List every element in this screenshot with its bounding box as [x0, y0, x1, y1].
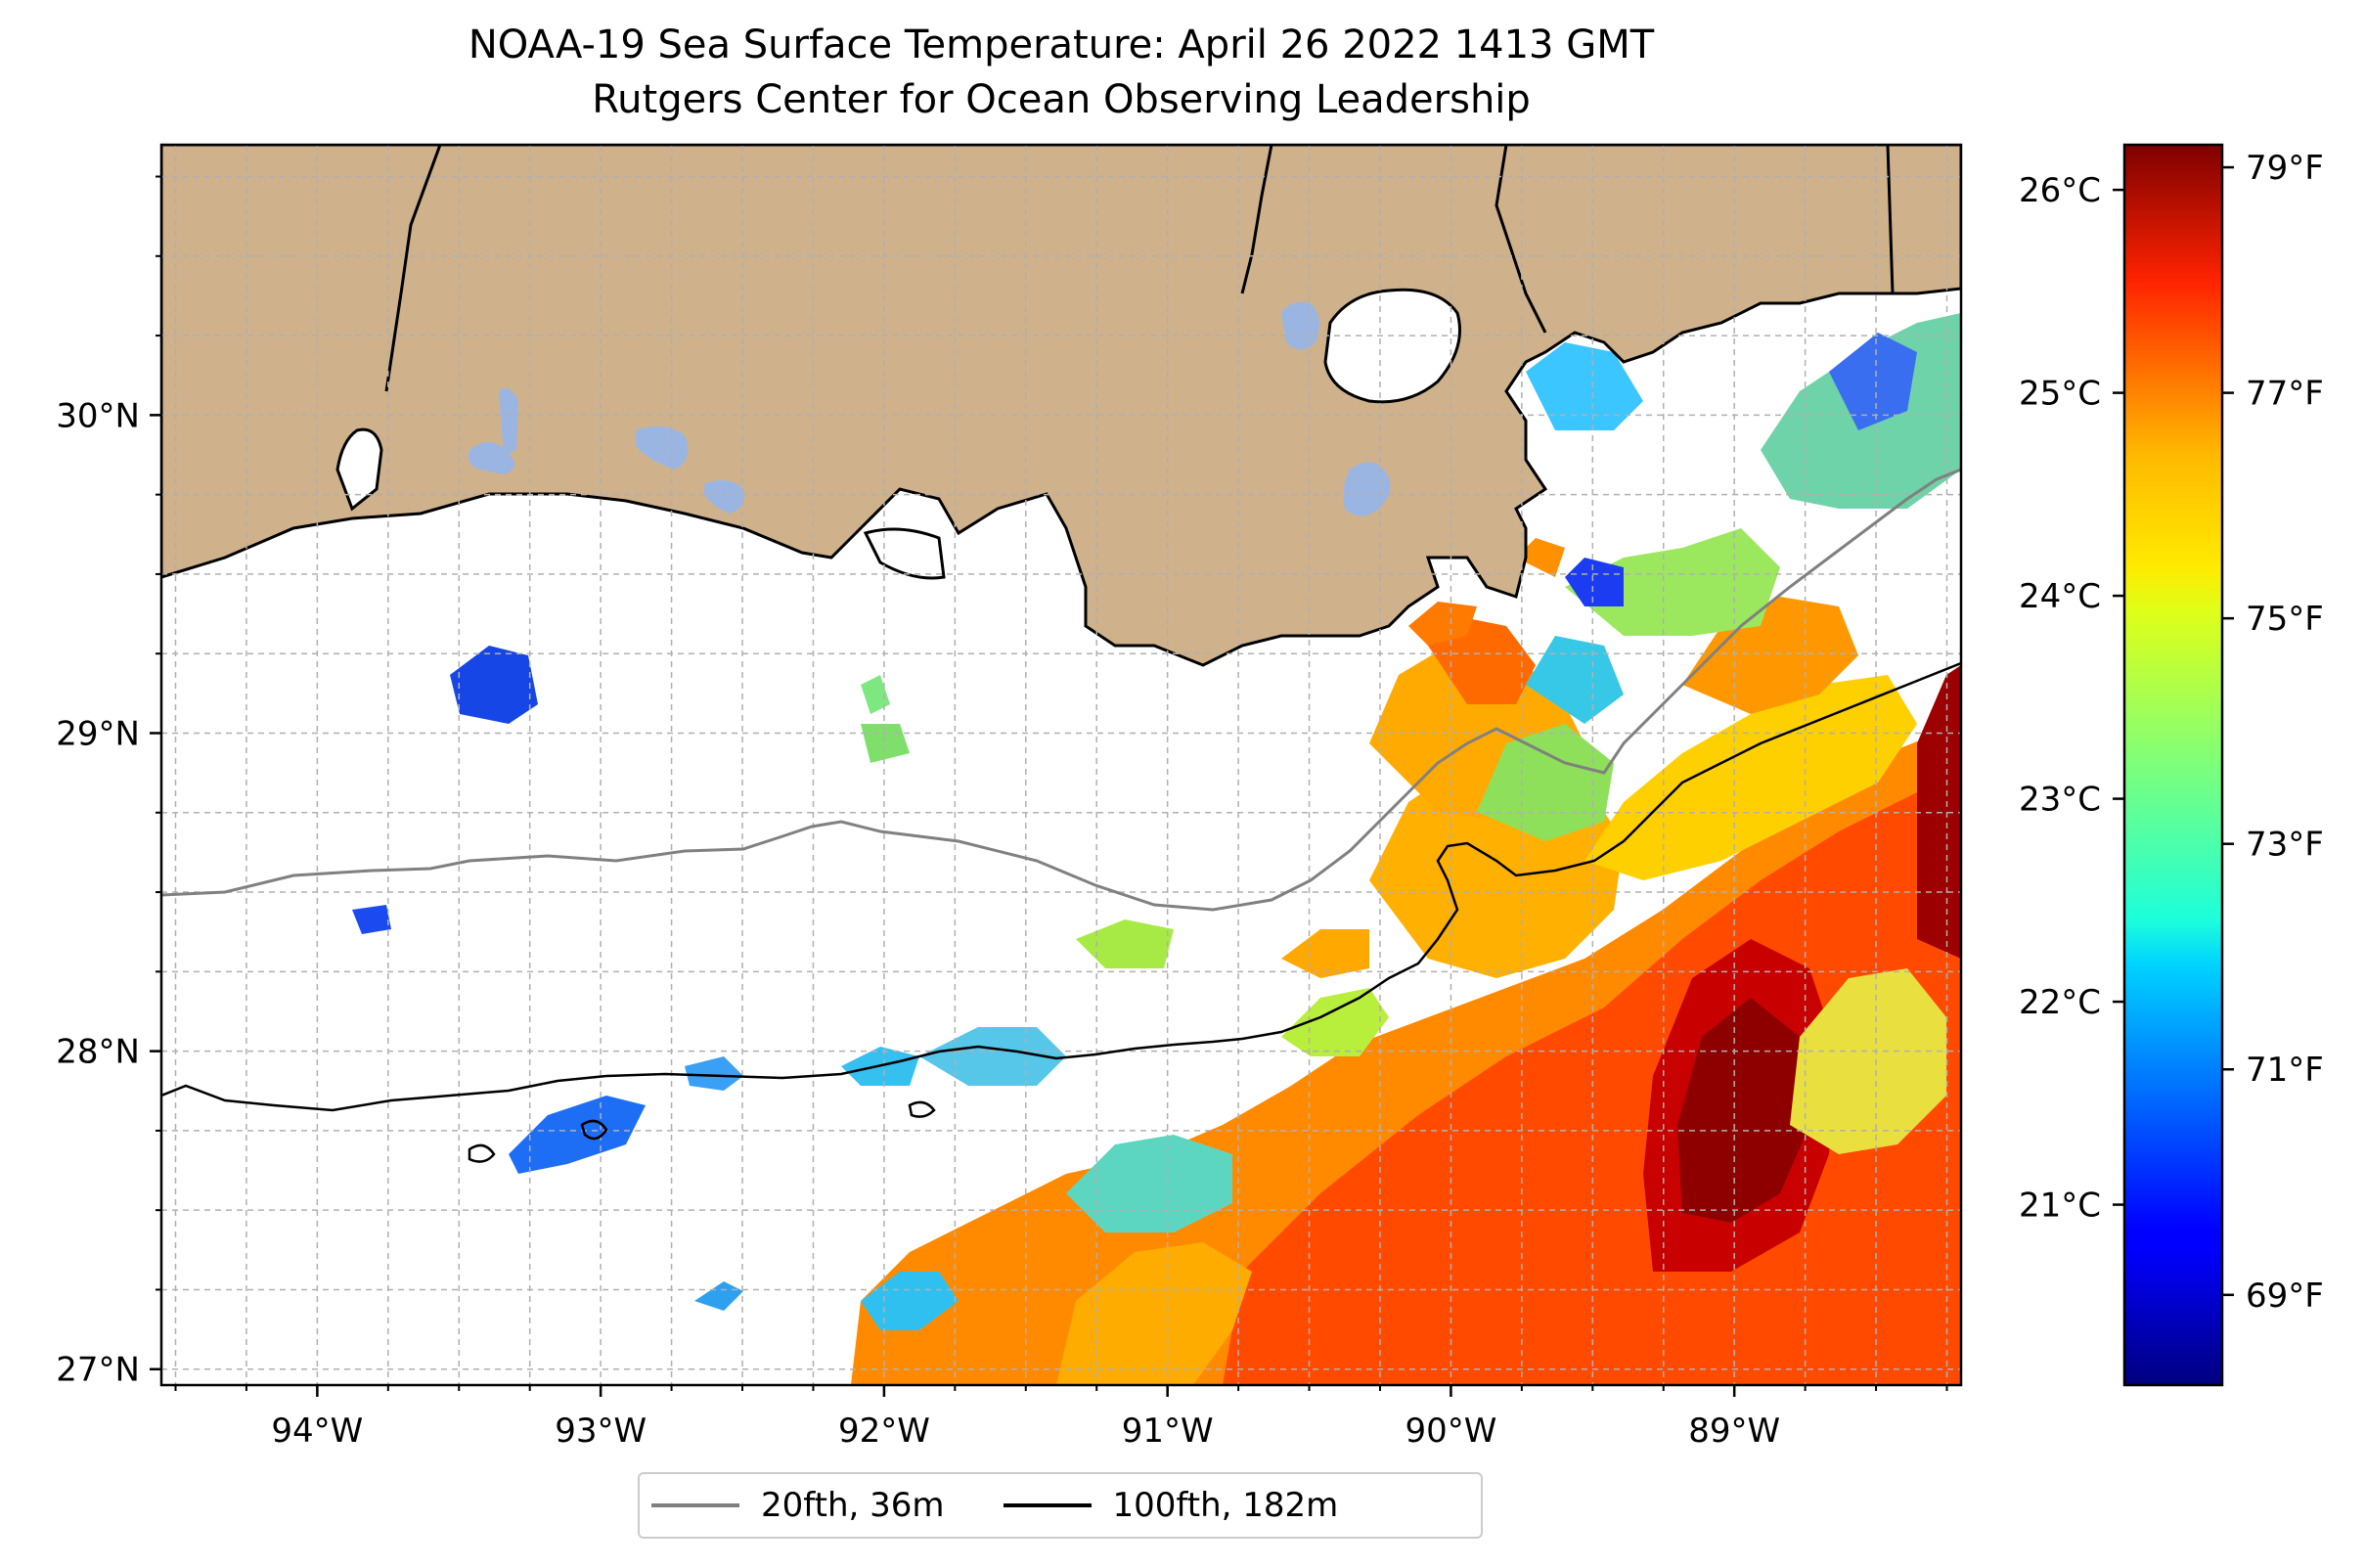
- colorbar-label-f: 75°F: [2246, 600, 2324, 639]
- colorbar-label-c: 22°C: [2019, 983, 2101, 1022]
- colorbar-label-c: 25°C: [2019, 375, 2101, 414]
- colorbar-label-f: 71°F: [2246, 1051, 2324, 1090]
- map-frame: [159, 143, 1963, 1387]
- map-axes: 94°W 93°W 92°W 91°W 90°W 89°W 30°N 29°N 28°N 27°N: [56, 175, 1948, 1451]
- contour-20fth: [161, 468, 1961, 912]
- lat-tick-label: 27°N: [56, 1351, 140, 1390]
- contour-100fth: [161, 661, 1961, 1163]
- legend-swatch-20fth: [651, 1503, 739, 1507]
- chart-subtitle: Rutgers Center for Ocean Observing Leade…: [592, 77, 1531, 122]
- lat-tick-label: 30°N: [56, 396, 140, 435]
- colorbar-label-f: 73°F: [2246, 826, 2324, 865]
- lon-tick-label: 91°W: [1122, 1411, 1214, 1451]
- legend-item-100fth: 100fth, 182m: [992, 1486, 1339, 1525]
- legend-item-20fth: 20fth, 36m: [640, 1486, 945, 1525]
- legend-swatch-100fth: [1003, 1503, 1092, 1507]
- colorbar-label-f: 77°F: [2246, 375, 2324, 414]
- lon-tick-label: 94°W: [271, 1411, 363, 1451]
- colorbar-label-c: 24°C: [2019, 577, 2101, 616]
- sst-data-layer: [352, 313, 1961, 1385]
- graticule: [161, 145, 1961, 1385]
- colorbar-label-f: 79°F: [2246, 149, 2324, 188]
- lon-tick-label: 90°W: [1405, 1411, 1496, 1451]
- contour-legend: 20fth, 36m 100fth, 182m: [638, 1472, 1483, 1539]
- lon-tick-label: 92°W: [838, 1411, 930, 1451]
- colorbar-label-c: 21°C: [2019, 1187, 2101, 1226]
- map-area: [161, 145, 1961, 1385]
- colorbar-gradient: [2122, 143, 2224, 1387]
- colorbar-label-c: 23°C: [2019, 781, 2101, 820]
- chart-title: NOAA-19 Sea Surface Temperature: April 2…: [468, 22, 1655, 67]
- lat-tick-label: 28°N: [56, 1033, 140, 1072]
- colorbar-label-c: 26°C: [2019, 171, 2101, 210]
- inland-water-layer: [468, 301, 1391, 516]
- colorbar-label-f: 69°F: [2246, 1277, 2324, 1316]
- colorbar: 79°F 77°F 75°F 73°F 71°F 69°F 26°C 25°C 24°C 23°C…: [2019, 143, 2324, 1387]
- lon-tick-label: 89°W: [1688, 1411, 1780, 1451]
- lat-tick-label: 29°N: [56, 714, 140, 753]
- legend-label-20fth: 20fth, 36m: [761, 1486, 945, 1525]
- land-layer: [161, 145, 1961, 667]
- lon-tick-label: 93°W: [555, 1411, 647, 1451]
- legend-label-100fth: 100fth, 182m: [1112, 1486, 1339, 1525]
